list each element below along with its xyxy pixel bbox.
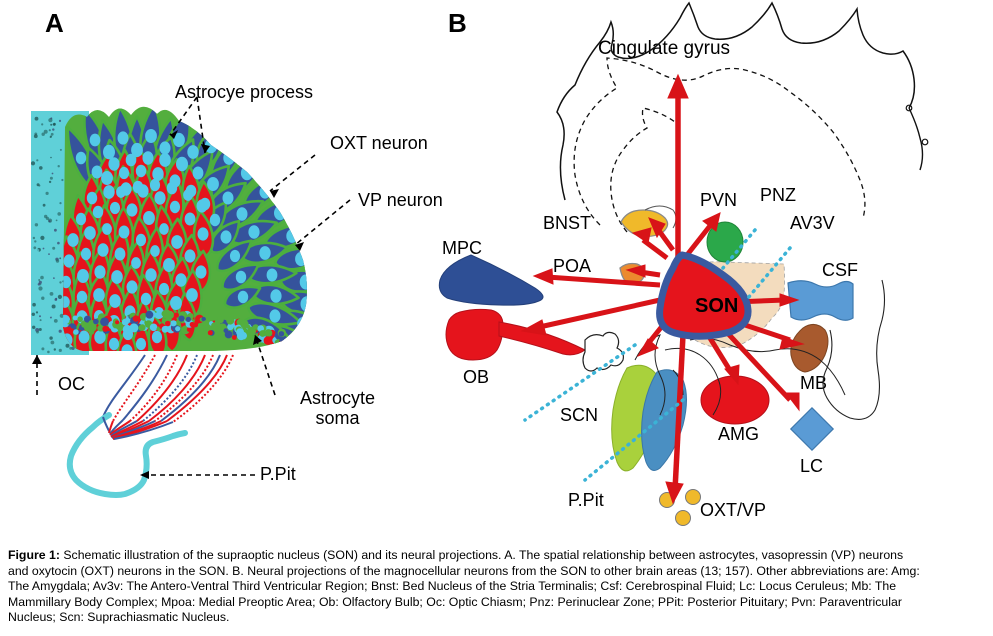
svg-text:SON: SON [695,295,738,317]
